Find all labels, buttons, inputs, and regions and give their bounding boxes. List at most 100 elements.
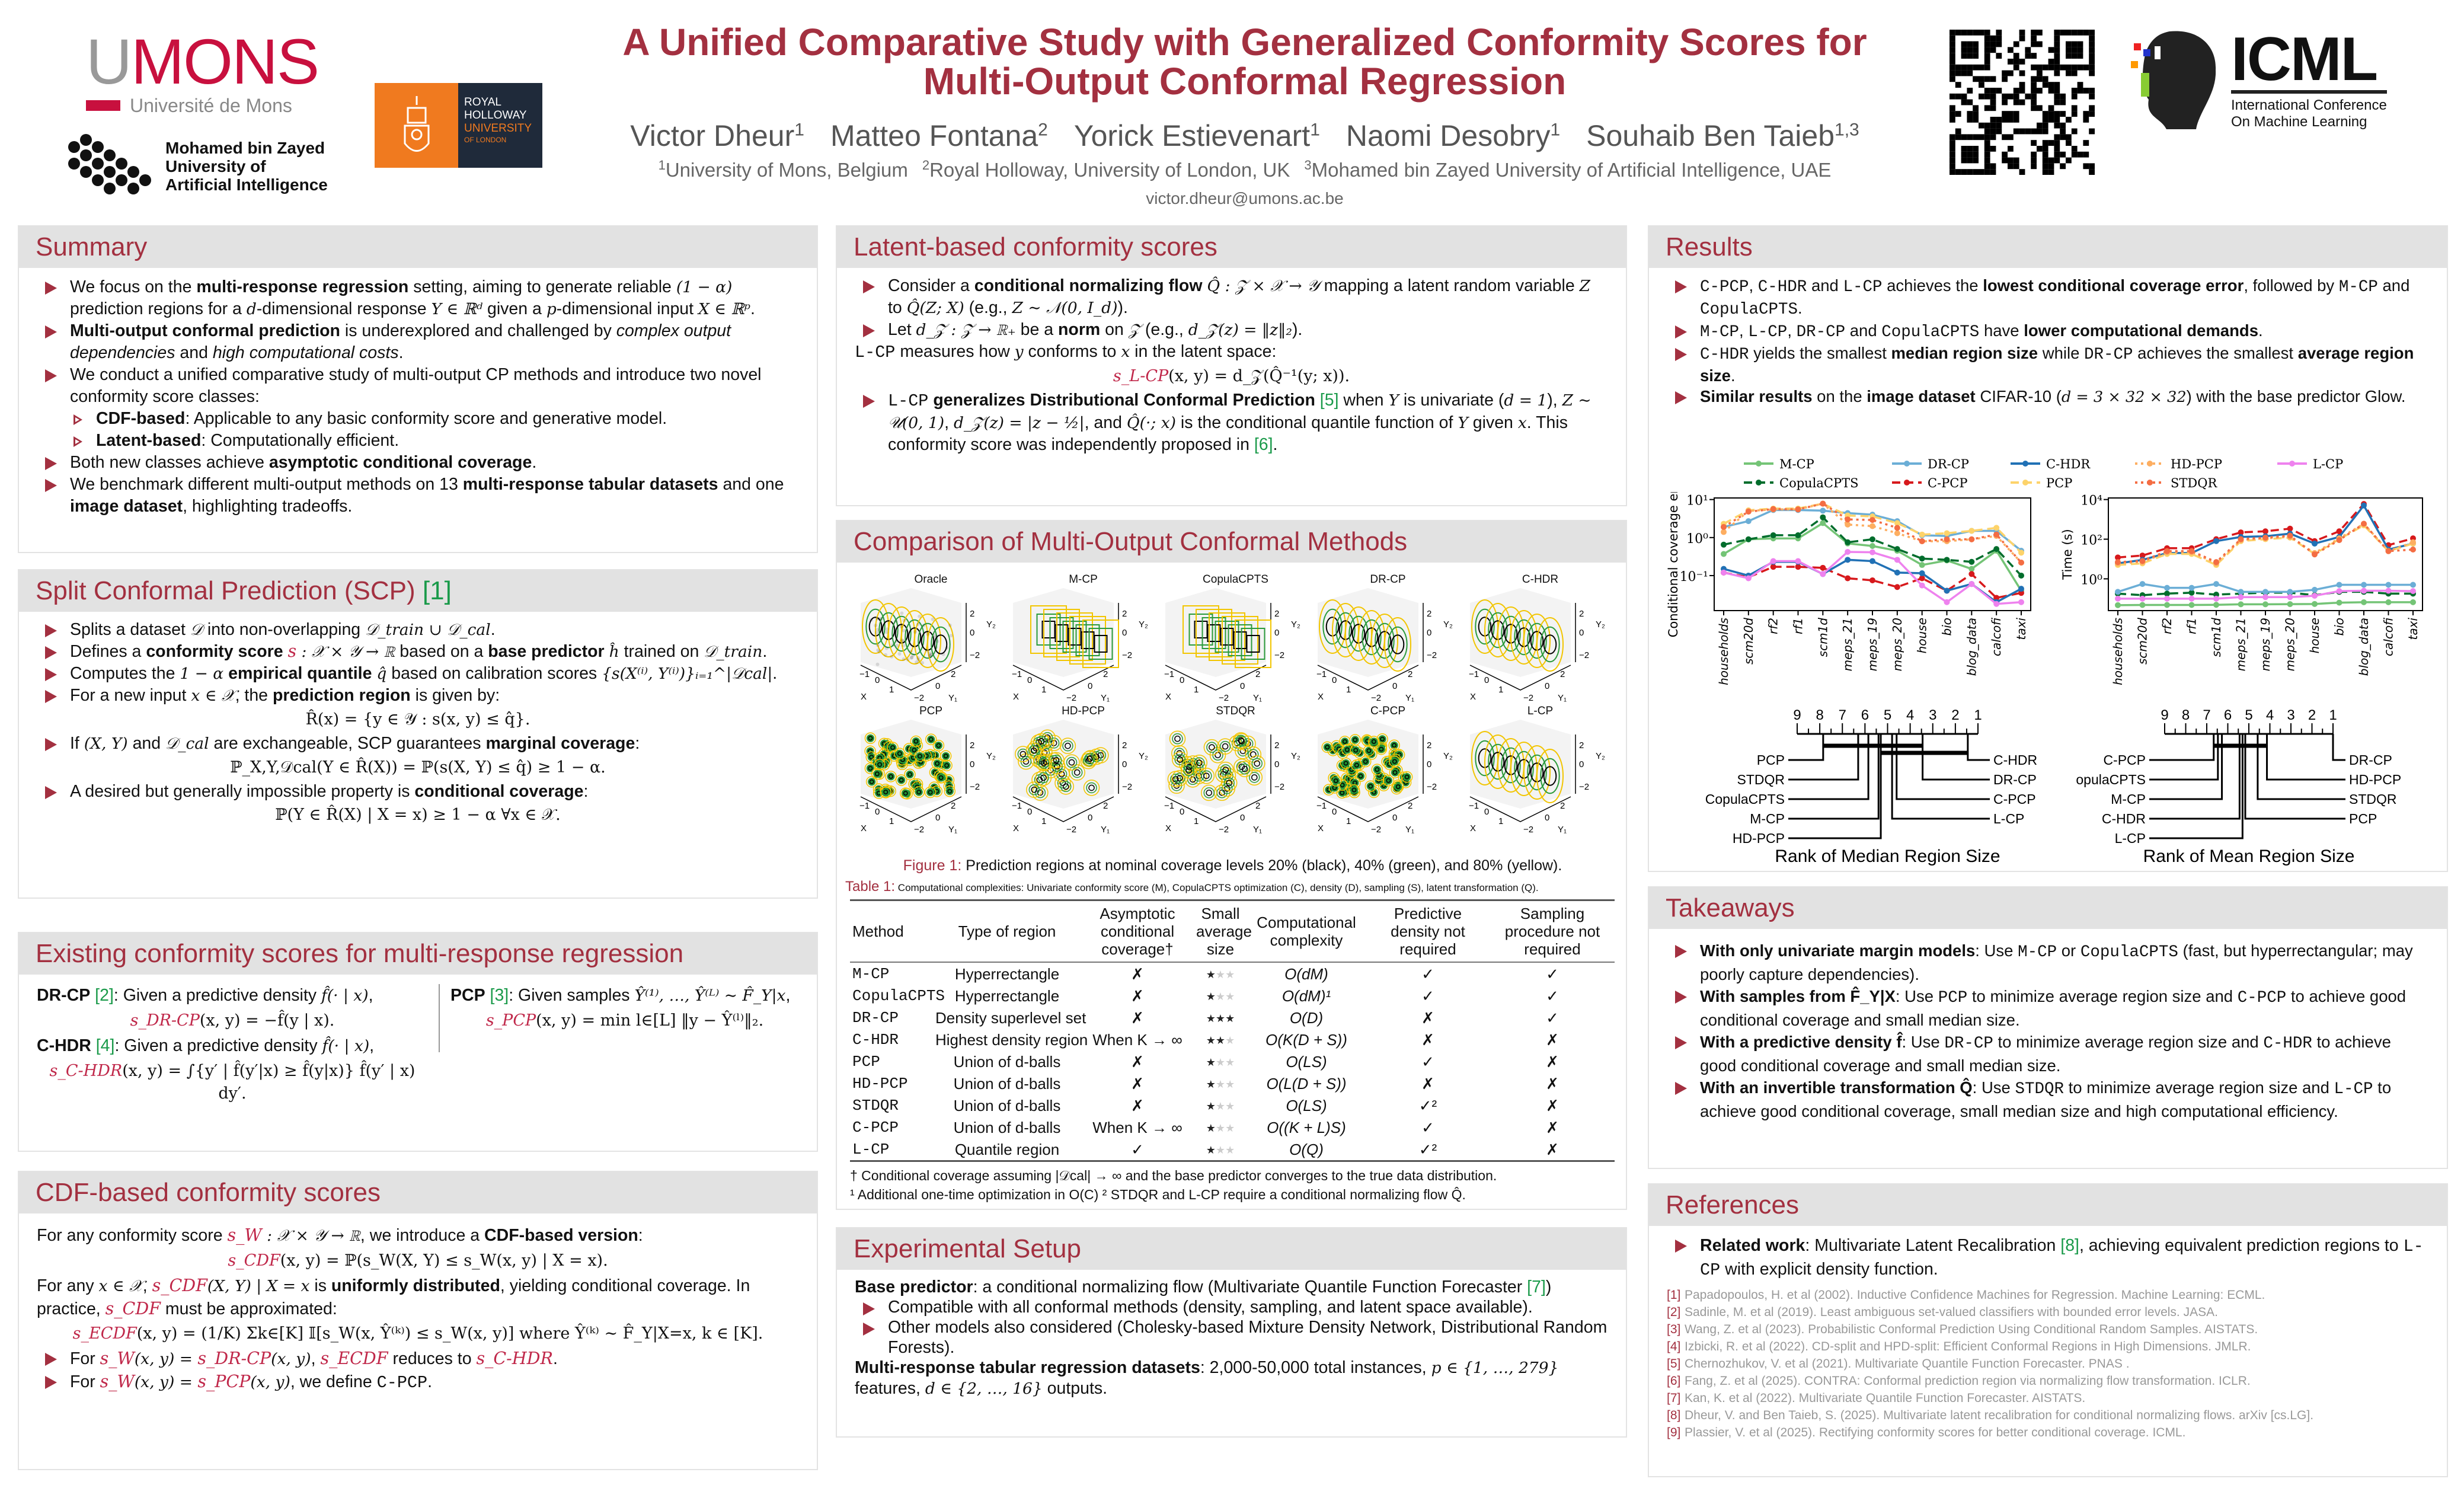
reference-number[interactable]: [1] (1667, 1288, 1681, 1302)
reference-number[interactable]: [8] (1667, 1409, 1681, 1422)
icml-sub-2: On Machine Learning (2231, 114, 2367, 130)
reference-number[interactable]: [6] (1667, 1374, 1681, 1388)
region-ball (1384, 777, 1393, 785)
region-ball (1020, 750, 1027, 758)
text-run: , (311, 1349, 321, 1368)
region-ball (1028, 745, 1040, 756)
qr-module (1990, 88, 1996, 94)
citation-link[interactable]: [2] (95, 986, 114, 1005)
data-point (1993, 531, 2000, 538)
x-tick-label: rf2 (2160, 618, 2174, 634)
x-tick-label: blog_data (1964, 618, 1979, 676)
text-run: on the (1812, 387, 1867, 405)
reference-number[interactable]: [2] (1667, 1305, 1681, 1319)
qr-module (1967, 47, 1973, 53)
qr-code[interactable] (1946, 30, 2098, 175)
reference-number[interactable]: [3] (1667, 1323, 1681, 1336)
qr-module (2071, 41, 2078, 47)
reference-number[interactable]: [4] (1667, 1340, 1681, 1353)
contact-email[interactable]: victor.dheur@umons.ac.be (1146, 189, 1344, 207)
axis-tick-label: −1 (1012, 801, 1022, 811)
text-run: For (70, 1349, 100, 1368)
axis-tick-label: 2 (1427, 609, 1431, 619)
axis-tick-label: 2 (1103, 801, 1108, 811)
legend-label: C-HDR (2046, 457, 2091, 471)
cell-cond: ✗ (1131, 1096, 1144, 1114)
table-footnote-2: ¹ Additional one-time optimization in O(… (850, 1187, 1466, 1202)
text-run: For any (37, 1276, 99, 1295)
qr-module (2037, 88, 2043, 94)
qr-module (2013, 157, 2019, 164)
text-run: , highlighting tradeoffs. (183, 497, 353, 516)
citation-link[interactable]: [5] (1319, 391, 1339, 410)
qr-module (2037, 128, 2043, 135)
qr-module (1984, 47, 1990, 53)
axis-tick-label: −2 (1219, 825, 1229, 835)
region-ball (1206, 742, 1217, 753)
math-text: 𝒟_cal (165, 734, 209, 753)
data-point (1993, 595, 2000, 601)
data-point (2262, 594, 2268, 601)
axis-tick-label: 0 (1274, 628, 1279, 638)
x-tick-label: scm20d (2136, 618, 2150, 665)
qr-module (1979, 76, 1984, 82)
qr-module (2002, 93, 2008, 100)
qr-module (1984, 41, 1990, 47)
qr-module (1984, 59, 1990, 65)
region-ball (1170, 774, 1181, 785)
qr-module (2008, 146, 2014, 152)
region-ball (1036, 736, 1047, 747)
region-rectangle (1201, 617, 1226, 649)
qr-module (1990, 99, 1996, 106)
reference-number[interactable]: [7] (1667, 1391, 1681, 1405)
text-run: , (368, 986, 373, 1005)
cell-method: DR-CP (852, 1008, 899, 1027)
text-run: in the latent space: (1130, 342, 1277, 361)
citation-link[interactable]: [6] (1254, 435, 1273, 454)
axis-label: Y₁ (1405, 825, 1414, 835)
reference-number[interactable]: [5] (1667, 1357, 1681, 1371)
region-ball (1403, 773, 1411, 781)
citation-link[interactable]: [4] (95, 1036, 115, 1055)
citation-link[interactable]: [7] (1527, 1278, 1546, 1296)
qr-module (2031, 88, 2037, 94)
equation: s_DR-CP(x, y) = −f̂(y | x). (37, 1010, 428, 1032)
data-point (1770, 506, 1776, 512)
cd-title: Rank of Median Region Size (1775, 847, 2000, 866)
axis-tick-label: 1 (1041, 816, 1046, 826)
data-point (2312, 592, 2318, 599)
data-point (2238, 529, 2244, 536)
qr-module (2042, 117, 2048, 123)
citation-link[interactable]: [1] (422, 576, 452, 605)
region-contour (1523, 614, 1551, 668)
qr-module (1950, 146, 1955, 152)
data-point (2238, 589, 2244, 595)
cell-cond: ✗ (1131, 965, 1144, 983)
citation-link[interactable]: [8] (2060, 1236, 2079, 1255)
qr-module (1973, 134, 1979, 140)
data-point (2287, 525, 2293, 532)
math-text: Q̂ : 𝒵 × 𝒳 → 𝒴 (1207, 277, 1319, 295)
math-text: 𝒟_train (704, 643, 763, 661)
method-name: DR-CP (2084, 346, 2133, 364)
qr-module (2042, 64, 2048, 71)
data-point (2139, 553, 2146, 559)
region-ball (1392, 770, 1398, 775)
cd-tick-label: 3 (2287, 707, 2294, 723)
qr-module (2071, 146, 2078, 152)
citation-link[interactable]: [3] (490, 986, 509, 1005)
region-rectangle (1056, 612, 1093, 661)
method-name: C-PCP (376, 1373, 428, 1393)
data-point (1894, 569, 1900, 576)
qr-module (1955, 128, 1961, 135)
bullet-item: Defines a conformity score s : 𝒳 × 𝒴 → ℝ… (37, 641, 799, 663)
y-tick-label: 10¹ (1686, 494, 1708, 509)
cd-method-label: C-PCP (2103, 752, 2146, 768)
data-point (2361, 582, 2367, 588)
cd-method-label: C-HDR (1993, 752, 2037, 768)
reference-number[interactable]: [9] (1667, 1426, 1681, 1439)
qr-module (1973, 53, 1979, 59)
qr-module (2031, 41, 2037, 47)
